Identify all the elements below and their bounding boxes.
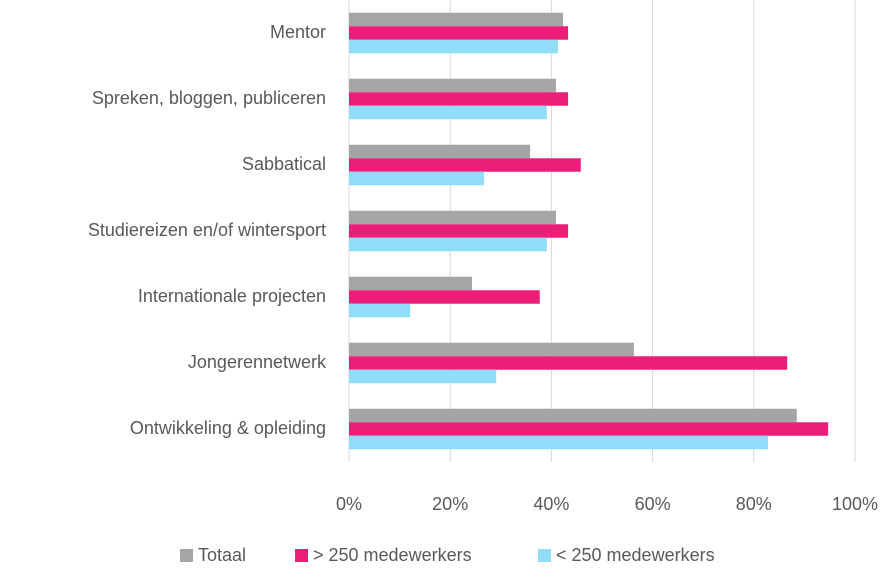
y-tick-label: Jongerennetwerk <box>188 352 327 372</box>
x-tick-label: 0% <box>336 494 362 514</box>
bar <box>349 422 829 436</box>
bar <box>349 408 797 423</box>
bar <box>349 435 768 450</box>
legend-label: Totaal <box>198 545 246 565</box>
bar <box>349 158 581 172</box>
bar <box>349 290 540 304</box>
y-tick-label: Sabbatical <box>242 154 326 174</box>
legend-swatch <box>180 549 193 562</box>
legend-label: < 250 medewerkers <box>556 545 715 565</box>
legend-label: > 250 medewerkers <box>313 545 472 565</box>
bar <box>349 78 556 93</box>
x-tick-label: 100% <box>832 494 878 514</box>
bar <box>349 12 564 27</box>
x-tick-label: 60% <box>635 494 671 514</box>
bar <box>349 356 788 370</box>
y-tick-label: Internationale projecten <box>138 286 326 306</box>
bar <box>349 224 569 238</box>
bar <box>349 92 569 106</box>
y-tick-label: Mentor <box>270 22 326 42</box>
legend-swatch <box>538 549 551 562</box>
x-tick-label: 20% <box>432 494 468 514</box>
x-tick-label: 80% <box>736 494 772 514</box>
bar <box>349 342 634 357</box>
legend-swatch <box>295 549 308 562</box>
bar <box>349 144 531 159</box>
bar <box>349 237 547 252</box>
bar <box>349 303 411 318</box>
bar <box>349 369 497 384</box>
y-tick-label: Studiereizen en/of wintersport <box>88 220 326 240</box>
y-tick-label: Spreken, bloggen, publiceren <box>92 88 326 108</box>
bar <box>349 171 485 186</box>
bar <box>349 276 472 291</box>
x-tick-label: 40% <box>533 494 569 514</box>
bar <box>349 105 547 120</box>
bar <box>349 26 569 40</box>
bar <box>349 210 556 225</box>
bar <box>349 39 558 54</box>
y-tick-label: Ontwikkeling & opleiding <box>130 418 326 438</box>
